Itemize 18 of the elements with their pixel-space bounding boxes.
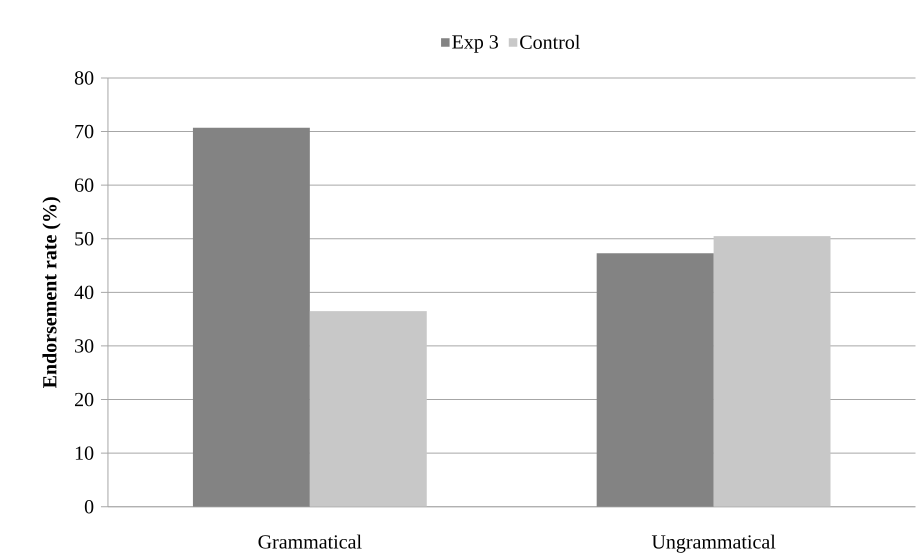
- y-tick-label: 80: [74, 71, 94, 85]
- legend-label: Control: [520, 35, 580, 50]
- y-tick-label: 10: [76, 446, 94, 460]
- bar: [596, 253, 714, 507]
- bar: [192, 128, 310, 507]
- x-tick-label: Grammatical: [258, 534, 362, 549]
- y-tick-label: 60: [74, 178, 94, 192]
- y-tick-label: 70: [75, 124, 94, 138]
- y-tick-label: 0: [84, 500, 94, 514]
- y-axis-title: Endorsement rate (%): [42, 197, 61, 388]
- x-tick-label: Ungrammatical: [652, 534, 776, 553]
- y-tick-label: 50: [75, 232, 94, 246]
- bar: [310, 311, 427, 507]
- bar: [714, 236, 831, 507]
- y-tick-label: 40: [74, 286, 94, 300]
- y-tick-label: 20: [74, 392, 94, 406]
- y-tick-label: 30: [75, 339, 94, 353]
- legend-label: Exp 3: [452, 35, 498, 53]
